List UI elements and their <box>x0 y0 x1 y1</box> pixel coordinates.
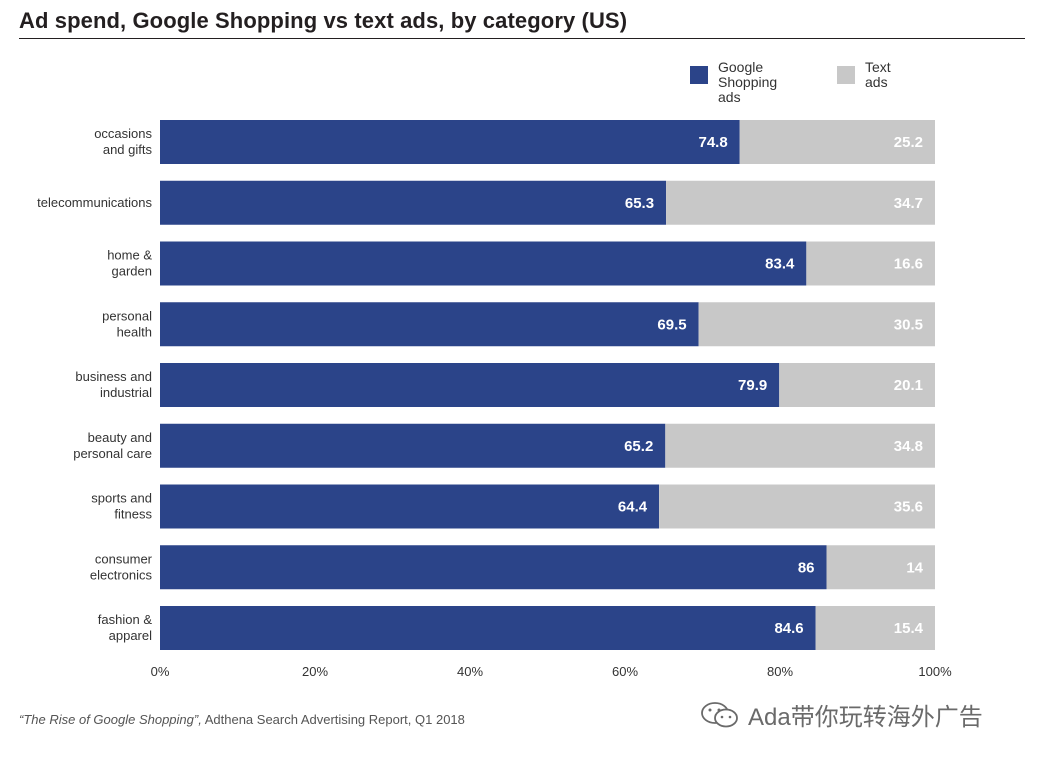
category-label-line: fitness <box>114 507 152 522</box>
category-label-line: electronics <box>90 567 153 582</box>
category-label-5: beauty and personal care <box>73 430 152 461</box>
category-label-line: sports and <box>91 491 152 506</box>
legend-label-text-ads: Text ads <box>865 59 891 90</box>
source-detail: Adthena Search Advertising Report, Q1 20… <box>201 712 465 727</box>
value-label-google-shopping-0: 74.8 <box>698 134 727 151</box>
bar-google-shopping-4 <box>160 363 780 407</box>
value-label-text-ads-3: 30.5 <box>894 316 923 333</box>
value-label-google-shopping-2: 83.4 <box>765 256 795 273</box>
wechat-icon <box>701 701 738 727</box>
value-label-text-ads-2: 16.6 <box>894 256 923 273</box>
bar-text-ads-2 <box>806 241 935 286</box>
value-label-google-shopping-4: 79.9 <box>738 377 767 394</box>
watermark-text: Ada带你玩转海外广告 <box>748 704 983 731</box>
value-label-text-ads-7: 14 <box>906 559 923 576</box>
category-label-3: personal health <box>102 308 152 339</box>
bar-google-shopping-0 <box>160 120 740 164</box>
category-label-line: personal care <box>73 446 152 461</box>
legend-label-google-shopping: Google Shopping ads <box>718 59 778 105</box>
value-label-text-ads-4: 20.1 <box>894 377 923 394</box>
category-label-line: beauty and <box>88 430 152 445</box>
bar-text-ads-0 <box>739 120 935 164</box>
x-tick-label-5: 100% <box>918 664 952 679</box>
bar-text-ads-3 <box>698 302 935 347</box>
value-label-google-shopping-1: 65.3 <box>625 195 654 212</box>
value-label-text-ads-1: 34.7 <box>894 195 923 212</box>
category-label-line: apparel <box>109 628 152 643</box>
value-label-text-ads-5: 34.8 <box>894 438 923 455</box>
x-tick-label-2: 40% <box>457 664 483 679</box>
category-label-line: telecommunications <box>37 195 152 210</box>
x-tick-label-4: 80% <box>767 664 793 679</box>
bar-google-shopping-1 <box>160 180 667 225</box>
value-label-text-ads-0: 25.2 <box>894 134 923 151</box>
bar-text-ads-5 <box>665 423 935 468</box>
chart-title: Ad spend, Google Shopping vs text ads, b… <box>19 8 628 33</box>
category-label-line: and gifts <box>103 142 153 157</box>
bar-google-shopping-2 <box>160 241 807 286</box>
category-label-line: fashion & <box>98 612 153 627</box>
bar-text-ads-7 <box>826 545 935 590</box>
category-label-7: consumer electronics <box>90 551 153 582</box>
x-tick-label-1: 20% <box>302 664 328 679</box>
category-label-line: personal <box>102 308 152 323</box>
value-label-google-shopping-7: 86 <box>798 559 815 576</box>
source-note: “The Rise of Google Shopping”, Adthena S… <box>19 712 465 727</box>
value-label-google-shopping-5: 65.2 <box>624 438 653 455</box>
bar-google-shopping-5 <box>160 423 666 468</box>
value-label-google-shopping-8: 84.6 <box>774 620 803 637</box>
bar-google-shopping-6 <box>160 484 660 529</box>
value-label-google-shopping-6: 64.4 <box>618 499 648 516</box>
category-label-line: business and <box>75 369 152 384</box>
watermark: Ada带你玩转海外广告 <box>700 697 983 732</box>
value-label-google-shopping-3: 69.5 <box>657 316 686 333</box>
bar-google-shopping-3 <box>160 302 699 347</box>
category-label-line: health <box>117 324 152 339</box>
legend-swatch-text-ads <box>837 66 855 84</box>
category-label-line: home & <box>107 248 152 263</box>
category-label-2: home & garden <box>107 248 152 279</box>
bar-google-shopping-7 <box>160 545 827 590</box>
category-label-line: industrial <box>100 385 152 400</box>
x-tick-label-3: 60% <box>612 664 638 679</box>
value-label-text-ads-8: 15.4 <box>894 620 924 637</box>
category-label-line: garden <box>112 264 152 279</box>
legend-swatch-google-shopping <box>690 66 708 84</box>
value-label-text-ads-6: 35.6 <box>894 499 923 516</box>
category-label-1: telecommunications <box>37 195 152 210</box>
bar-text-ads-8 <box>815 606 935 650</box>
category-label-0: occasions and gifts <box>94 126 152 157</box>
bar-text-ads-4 <box>779 363 935 407</box>
category-label-4: business and industrial <box>75 369 152 400</box>
x-tick-label-0: 0% <box>151 664 170 679</box>
bar-text-ads-1 <box>666 180 935 225</box>
category-label-8: fashion & apparel <box>98 612 153 643</box>
title-rule <box>19 38 1025 39</box>
category-label-line: consumer <box>95 551 153 566</box>
category-label-6: sports and fitness <box>91 491 152 522</box>
bar-google-shopping-8 <box>160 606 816 650</box>
bar-text-ads-6 <box>659 484 935 529</box>
source-title: “The Rise of Google Shopping”, <box>19 712 202 727</box>
category-label-line: occasions <box>94 126 152 141</box>
